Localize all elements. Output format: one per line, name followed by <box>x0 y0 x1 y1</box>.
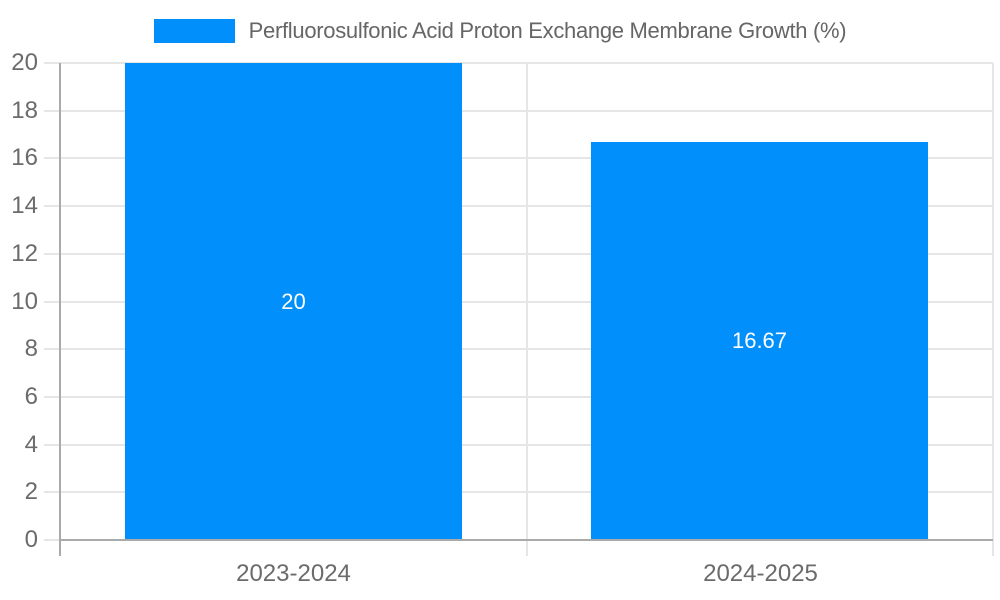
legend: Perfluorosulfonic Acid Proton Exchange M… <box>0 14 1000 48</box>
x-gridline <box>525 63 528 540</box>
y-tick-label: 18 <box>11 96 38 124</box>
y-tick-label: 4 <box>24 430 38 458</box>
y-tick-label: 20 <box>11 49 38 76</box>
bar <box>591 142 928 539</box>
x-tick <box>525 540 528 556</box>
x-category-label: 2023-2024 <box>236 560 351 587</box>
legend-label: Perfluorosulfonic Acid Proton Exchange M… <box>248 18 847 43</box>
y-tick-label: 10 <box>11 287 38 315</box>
y-tick-label: 16 <box>11 144 38 172</box>
bar-value-label: 20 <box>281 289 306 314</box>
x-gridline <box>992 63 994 540</box>
y-tick-label: 0 <box>24 526 38 553</box>
y-tick-label: 14 <box>11 192 38 220</box>
legend-swatch <box>153 19 235 43</box>
y-tick-label: 6 <box>24 382 38 410</box>
y-tick <box>44 491 60 494</box>
y-tick-label: 12 <box>11 239 38 267</box>
y-tick <box>44 252 60 255</box>
y-tick <box>44 348 60 351</box>
y-tick <box>44 205 60 208</box>
y-axis-line <box>59 63 61 556</box>
y-tick <box>44 62 60 64</box>
x-category-label: 2024-2025 <box>703 560 818 587</box>
bar-value-label: 16.67 <box>731 328 788 353</box>
y-tick <box>44 157 60 160</box>
y-tick-label: 8 <box>24 335 38 363</box>
x-axis-line <box>60 539 993 541</box>
y-tick <box>44 539 60 541</box>
y-tick <box>44 300 60 303</box>
y-tick <box>44 109 60 112</box>
y-tick <box>44 395 60 398</box>
y-tick <box>44 443 60 446</box>
x-tick <box>992 540 994 556</box>
y-tick-label: 2 <box>24 478 38 506</box>
bar <box>125 63 462 539</box>
